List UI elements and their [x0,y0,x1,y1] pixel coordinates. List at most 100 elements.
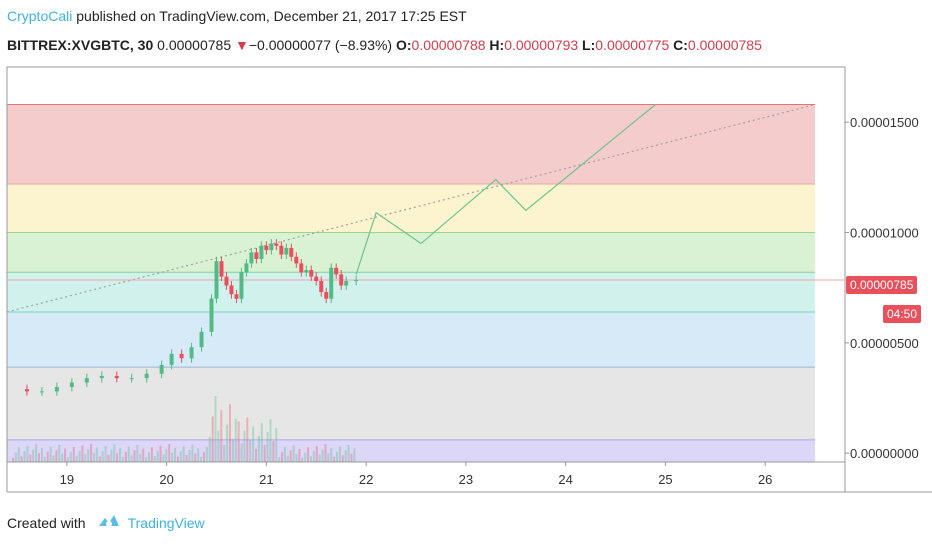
volume-bar [124,451,127,462]
candle-body [354,279,359,282]
volume-bar [142,448,145,462]
volume-bar [182,446,185,462]
volume-bar [353,448,356,462]
volume-bar [336,451,339,462]
volume-bar [104,446,107,462]
open-value: 0.00000788 [411,37,486,53]
volume-bar [171,452,174,462]
trendline [6,103,816,313]
volume-bar [29,454,32,462]
volume-bar [179,451,182,462]
volume-bar [318,454,321,462]
volume-bar [327,453,330,462]
volume-bar [231,438,234,462]
high-label: H: [489,37,505,53]
candle-body [69,382,74,387]
volume-bar [281,452,284,462]
volume-bar [330,448,333,462]
candle-body [344,281,349,286]
candle-body [279,245,284,255]
volume-bar [205,446,208,462]
volume-bar [312,451,315,462]
publish-info: published on TradingView.com, December 2… [72,8,467,24]
last-price: 0.00000785 [157,37,232,53]
volume-bar [150,447,153,462]
volume-bar [298,448,301,462]
candle-body [224,276,229,286]
x-tick-label: 22 [359,472,373,487]
volume-bar [84,454,87,462]
candle-body [159,364,164,374]
fib-zone [7,367,816,440]
candle-body [339,274,344,286]
volume-bar [95,447,98,462]
volume-bar [90,443,93,462]
volume-bar [191,444,194,462]
volume-bar [228,404,231,462]
volume-bar [176,456,179,462]
volume-bar [101,451,104,462]
volume-bar [197,448,200,462]
symbol-label: BITTREX:XVGBTC, 30 [7,37,154,53]
tradingview-link[interactable]: TradingView [127,514,205,531]
volume-bar [307,447,310,462]
volume-bar [188,449,191,462]
volume-bar [301,457,304,462]
candle-body [304,270,309,273]
volume-bar [75,455,78,462]
volume-bar [344,450,347,462]
volume-bar [272,441,275,462]
volume-bar [119,448,122,462]
volume-bar [130,455,133,462]
created-with-label: Created with [7,514,86,531]
volume-bar [38,453,41,462]
candle-body [284,247,289,255]
volume-bar [61,453,64,462]
candle-body [209,298,214,332]
volume-bar [174,447,177,462]
volume-bar [127,446,130,462]
x-tick-label: 26 [758,472,772,487]
candle-body [214,261,219,299]
projection-path [355,104,656,275]
volume-bar [278,457,281,462]
low-label: L: [582,37,596,53]
volume-bar [46,451,49,462]
candle-body [249,252,254,264]
volume-bar [347,444,350,462]
volume-bar [321,449,324,462]
candle-body [84,378,89,383]
tradingview-logo-icon[interactable] [96,512,122,533]
volume-bar [162,454,165,462]
volume-bar [234,418,237,462]
author-link[interactable]: CryptoCali [7,8,73,24]
candle-body [289,247,294,257]
volume-bar [237,421,240,462]
x-tick-label: 19 [60,472,74,487]
volume-bar [295,454,298,462]
candle-body [259,245,264,259]
volume-bar [185,455,188,462]
volume-bar [240,443,243,462]
volume-bar [341,455,344,462]
volume-bar [72,447,75,462]
volume-bar [255,448,258,462]
volume-bar [81,445,84,462]
candle-body [99,375,104,379]
volume-bar [139,453,142,462]
y-tick-label: 0.00000000 [850,446,919,461]
volume-bar [14,452,17,462]
candle-body [219,261,224,277]
price-tag: 0.00000785 [846,276,918,294]
candle-body [39,391,44,393]
volume-bar [147,452,150,462]
candle-body [309,270,314,277]
volume-bar [110,449,113,462]
candle-body [144,373,149,379]
candle-body [299,263,304,273]
candle-body [169,353,174,365]
fib-zone [7,439,816,462]
candle-body [294,256,299,264]
volume-bar [168,444,171,462]
